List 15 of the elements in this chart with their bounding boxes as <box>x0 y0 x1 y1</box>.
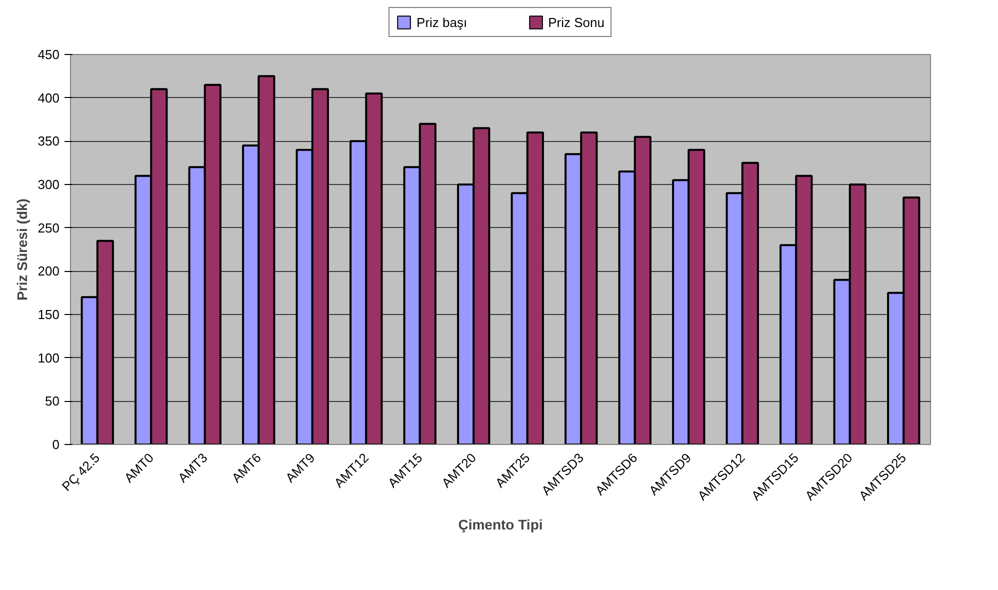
y-tick-label: 400 <box>38 90 60 106</box>
y-tick-label: 300 <box>38 177 60 192</box>
legend-label: Priz Sonu <box>548 14 604 30</box>
y-tick-label: 200 <box>38 264 60 279</box>
x-axis-title: Çimento Tipi <box>458 516 543 533</box>
legend-label: Priz başı <box>416 14 468 30</box>
y-tick-label: 150 <box>38 307 60 322</box>
y-axis-title: Priz Süresi (dk) <box>14 198 30 300</box>
x-tick-label: PÇ 42.5 <box>58 450 103 494</box>
y-tick-label: 350 <box>38 134 60 149</box>
y-tick-label: 100 <box>38 350 60 366</box>
y-tick-label: 0 <box>52 437 60 452</box>
y-tick-label: 250 <box>38 220 60 236</box>
y-tick-label: 450 <box>38 47 60 62</box>
y-tick-label: 50 <box>45 394 60 409</box>
